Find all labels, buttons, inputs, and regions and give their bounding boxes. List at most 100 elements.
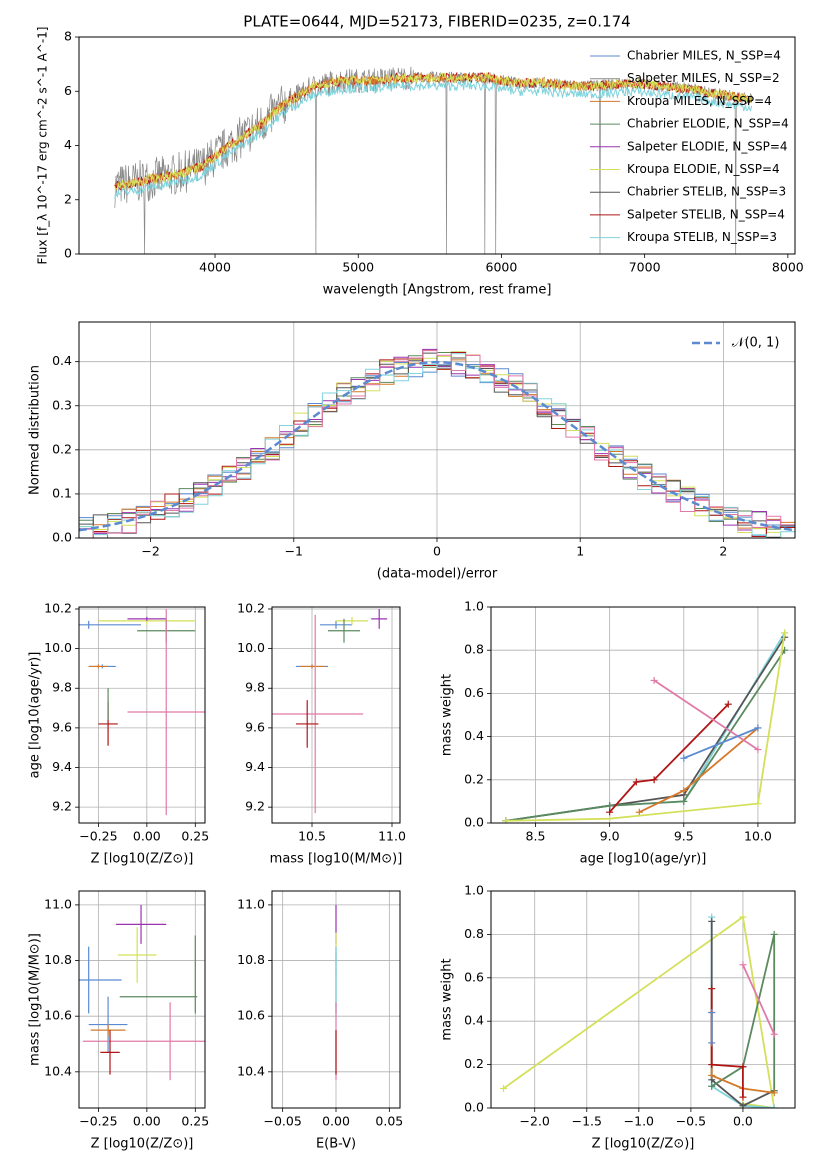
y-tick-label: 9.4: [52, 759, 72, 774]
panel-residuals: −2 −1 0 1 2 0.0 0.1 0.2 0.3 0.4 𝒩(0, 1) (data-model…: [28, 321, 796, 582]
legend-label: Salpeter ELODIE, N_SSP=4: [627, 139, 788, 153]
residual-histogram: [79, 350, 795, 538]
panel-weight-vs-Z: −2.0 −1.5 −1.0 −0.5 0.0 0.0 0.2 0.4 0.6 0.8 1.0 Z […: [440, 883, 796, 1152]
y-tick-label: 0.0: [464, 1100, 484, 1115]
x-tick-label: −0.05: [264, 1114, 302, 1129]
weight-line: [505, 636, 786, 822]
y-tick-label: 9.6: [245, 719, 265, 734]
y-axis-label: Flux [f_λ 10^-17 erg cm^-2 s^-1 A^-1]: [36, 27, 50, 265]
x-axis-label: E(B-V): [316, 1137, 356, 1152]
axes-frame: [271, 890, 401, 1109]
y-tick-label: 11.0: [237, 896, 265, 911]
x-tick-label: 0.0: [733, 1114, 753, 1129]
y-tick-label: 9.2: [52, 799, 72, 814]
x-axis-label: Z [log10(Z/Z⊙)]: [592, 1137, 695, 1152]
x-tick-label: 8000: [772, 260, 804, 275]
legend-label: Salpeter MILES, N_SSP=2: [627, 71, 780, 85]
y-tick-label: 8: [64, 29, 72, 44]
y-tick-label: 0.8: [464, 926, 484, 941]
y-tick-label: 9.6: [52, 719, 72, 734]
y-axis-label: Normed distribution: [28, 365, 43, 495]
y-tick-label: 11.0: [44, 896, 72, 911]
x-tick-label: −1.0: [624, 1114, 654, 1129]
axes-frame: [78, 606, 206, 824]
x-axis-label: age [log10(age/yr)]: [580, 852, 707, 867]
x-tick-label: 1: [576, 544, 584, 559]
residual-histogram: [79, 352, 795, 538]
axes-frame: [78, 890, 206, 1109]
axes-frame: [78, 321, 796, 539]
x-tick-label: 11.0: [378, 829, 406, 844]
x-tick-label: 2: [719, 544, 727, 559]
plot-area: [79, 608, 205, 816]
y-tick-label: 0.4: [464, 1013, 484, 1028]
plot-area: [272, 608, 388, 814]
x-tick-label: 0.25: [181, 1114, 209, 1129]
x-axis-label: Z [log10(Z/Z⊙)]: [91, 1137, 194, 1152]
panel-mass-vs-Z: −0.25 0.00 0.25 10.4 10.6 10.8 11.0 Z [log10(Z/…: [28, 890, 209, 1152]
weight-line: [653, 679, 759, 751]
weight-line: [505, 649, 786, 822]
x-tick-label: −1: [285, 544, 303, 559]
y-tick-label: 10.6: [237, 1008, 265, 1023]
y-tick-label: 0.6: [464, 685, 484, 700]
x-tick-label: −0.25: [79, 829, 117, 844]
y-tick-label: 9.8: [245, 680, 265, 695]
y-tick-label: 0.6: [464, 969, 484, 984]
y-tick-label: 0.4: [464, 728, 484, 743]
panel-spectrum: 4000 5000 6000 7000 8000 0 2 4 6 8 Chabrier MILES,…: [36, 13, 804, 298]
x-tick-label: 8.5: [526, 829, 546, 844]
x-tick-label: 0.00: [322, 1114, 350, 1129]
model-spectrum: [114, 79, 752, 200]
y-tick-label: 1.0: [464, 883, 484, 898]
y-tick-label: 0.0: [52, 530, 72, 545]
axes-frame: [490, 890, 796, 1109]
x-tick-label: −0.25: [79, 1114, 117, 1129]
y-tick-label: 0.3: [52, 397, 72, 412]
plot-area: [499, 913, 778, 1108]
y-axis-label: age [log10(age/yr)]: [28, 652, 43, 779]
x-tick-label: 0: [433, 544, 441, 559]
y-axis-label: mass weight: [440, 958, 455, 1040]
x-tick-label: 10.0: [744, 829, 772, 844]
y-tick-label: 0.0: [464, 815, 484, 830]
model-spectrum: [114, 72, 752, 192]
panel-age-vs-Z: −0.25 0.00 0.25 9.2 9.4 9.6 9.8 10.0 10.2 Z [log1…: [28, 600, 210, 866]
y-tick-label: 10.8: [237, 952, 265, 967]
x-tick-label: −0.5: [676, 1114, 706, 1129]
y-axis-label: mass weight: [440, 674, 455, 756]
legend-label: Kroupa MILES, N_SSP=4: [627, 94, 772, 108]
y-tick-label: 1.0: [464, 599, 484, 614]
y-tick-label: 0.8: [464, 642, 484, 657]
y-tick-label: 9.8: [52, 680, 72, 695]
y-tick-label: 10.4: [44, 1063, 72, 1078]
legend-label: Kroupa STELIB, N_SSP=3: [627, 230, 777, 244]
x-tick-label: 6000: [486, 260, 518, 275]
panel-mass-vs-EBV: −0.05 0.00 0.05 10.4 10.6 10.8 11.0 E(B-V): [237, 890, 403, 1152]
plot-area: [114, 66, 753, 254]
panel-age-vs-mass: 10.5 11.0 9.2 9.4 9.6 9.8 10.0 10.2 mass [log10(…: [237, 600, 406, 866]
weight-line: [683, 727, 759, 760]
weight-line: [505, 632, 786, 822]
gaussian-curve: [79, 360, 795, 532]
legend-label: Kroupa ELODIE, N_SSP=4: [627, 162, 780, 176]
weight-line: [710, 988, 744, 1098]
x-tick-label: −1.5: [572, 1114, 602, 1129]
y-tick-label: 0.4: [52, 353, 72, 368]
weight-line: [608, 703, 729, 813]
x-tick-label: 4000: [199, 260, 231, 275]
y-tick-label: 10.8: [44, 952, 72, 967]
y-tick-label: 0.2: [52, 441, 72, 456]
y-tick-label: 6: [64, 83, 72, 98]
x-axis-label: mass [log10(M/M⊙)]: [270, 852, 403, 867]
x-tick-label: 10.5: [298, 829, 326, 844]
legend-label: 𝒩(0, 1): [732, 336, 779, 351]
plot-area: [79, 348, 795, 538]
legend: Chabrier MILES, N_SSP=4 Salpeter MILES, N…: [590, 49, 789, 244]
y-tick-label: 10.2: [44, 600, 72, 615]
plot-area: [502, 629, 789, 823]
x-tick-label: 7000: [629, 260, 661, 275]
x-tick-label: −2: [141, 544, 159, 559]
y-tick-label: 0.2: [464, 1056, 484, 1071]
